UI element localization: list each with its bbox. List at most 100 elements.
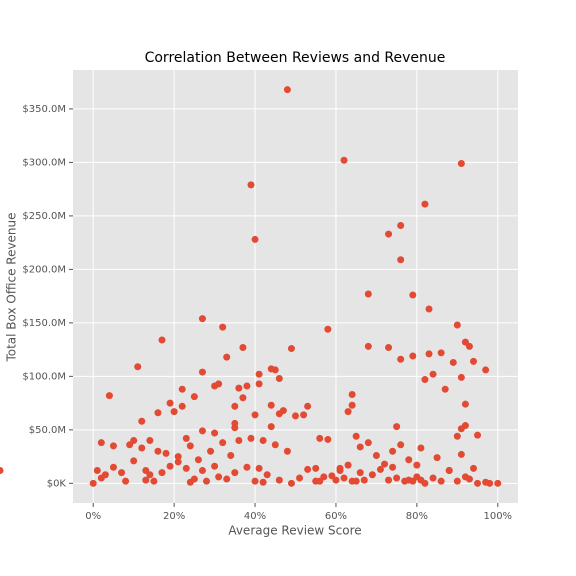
point [243,463,251,471]
point [186,442,194,450]
point [186,478,194,486]
point [425,305,433,313]
point [405,476,413,484]
point [255,464,263,472]
point [437,477,445,485]
point [348,401,356,409]
point [486,479,494,487]
point [344,408,352,416]
y-tick-label: $150.0M [22,318,66,329]
point [247,434,255,442]
point [275,476,283,484]
point [352,477,360,485]
point [138,417,146,425]
point [356,443,364,451]
point [93,466,101,474]
point [255,380,263,388]
point [211,462,219,470]
point [421,376,429,384]
point [437,349,445,357]
point [324,435,332,443]
point [235,384,243,392]
point [267,423,275,431]
point [118,469,126,477]
point [397,256,405,264]
point [146,471,154,479]
x-tick-label: 80% [406,511,428,522]
x-axis-label: Average Review Score [228,524,361,538]
point [453,321,461,329]
point [296,474,304,482]
point [170,408,178,416]
point [364,342,372,350]
point [360,476,368,484]
point [97,439,105,447]
point [356,469,364,477]
point [397,441,405,449]
point [352,432,360,440]
point [150,477,158,485]
point [336,464,344,472]
point [283,447,291,455]
point [287,345,295,353]
point [239,343,247,351]
point [413,461,421,469]
point [203,477,210,485]
point [275,374,283,382]
point [194,456,202,464]
point [340,156,348,164]
y-tick-label: $100.0M [22,371,66,382]
point [178,402,186,410]
point [198,315,206,323]
point [162,449,170,457]
point [219,439,227,447]
point [445,466,453,474]
point [182,434,190,442]
point [223,475,231,483]
point [190,393,198,401]
point [178,385,186,393]
point [130,457,138,465]
point [364,290,372,298]
point [470,357,477,365]
point [223,353,231,361]
point [142,476,150,484]
point [304,402,312,410]
point [231,402,239,410]
point [494,479,502,487]
point [211,429,219,437]
point [158,336,166,344]
x-tick-label: 0% [85,511,101,522]
point [316,477,324,485]
point [409,352,417,360]
point [324,325,332,333]
point [429,474,437,482]
point [453,432,461,440]
point [251,477,259,485]
point [421,479,429,487]
x-tick-label: 100% [483,511,512,522]
point [457,450,465,458]
point [174,458,182,466]
point [219,323,227,331]
point [389,463,397,471]
point [340,474,348,482]
point [231,469,239,477]
point [239,394,247,402]
point [158,469,166,477]
y-tick-label: $300.0M [22,157,66,168]
point [300,411,308,419]
point [215,380,223,388]
point [457,159,465,167]
point [344,461,352,469]
point [251,411,259,419]
y-axis-label: Total Box Office Revenue [5,212,19,362]
point [215,473,223,481]
point [166,462,174,470]
y-tick-label: $350.0M [22,104,66,115]
point [393,474,401,482]
y-tick-label: $0K [47,478,67,489]
point [283,86,291,94]
point [316,434,324,442]
point [433,454,441,462]
